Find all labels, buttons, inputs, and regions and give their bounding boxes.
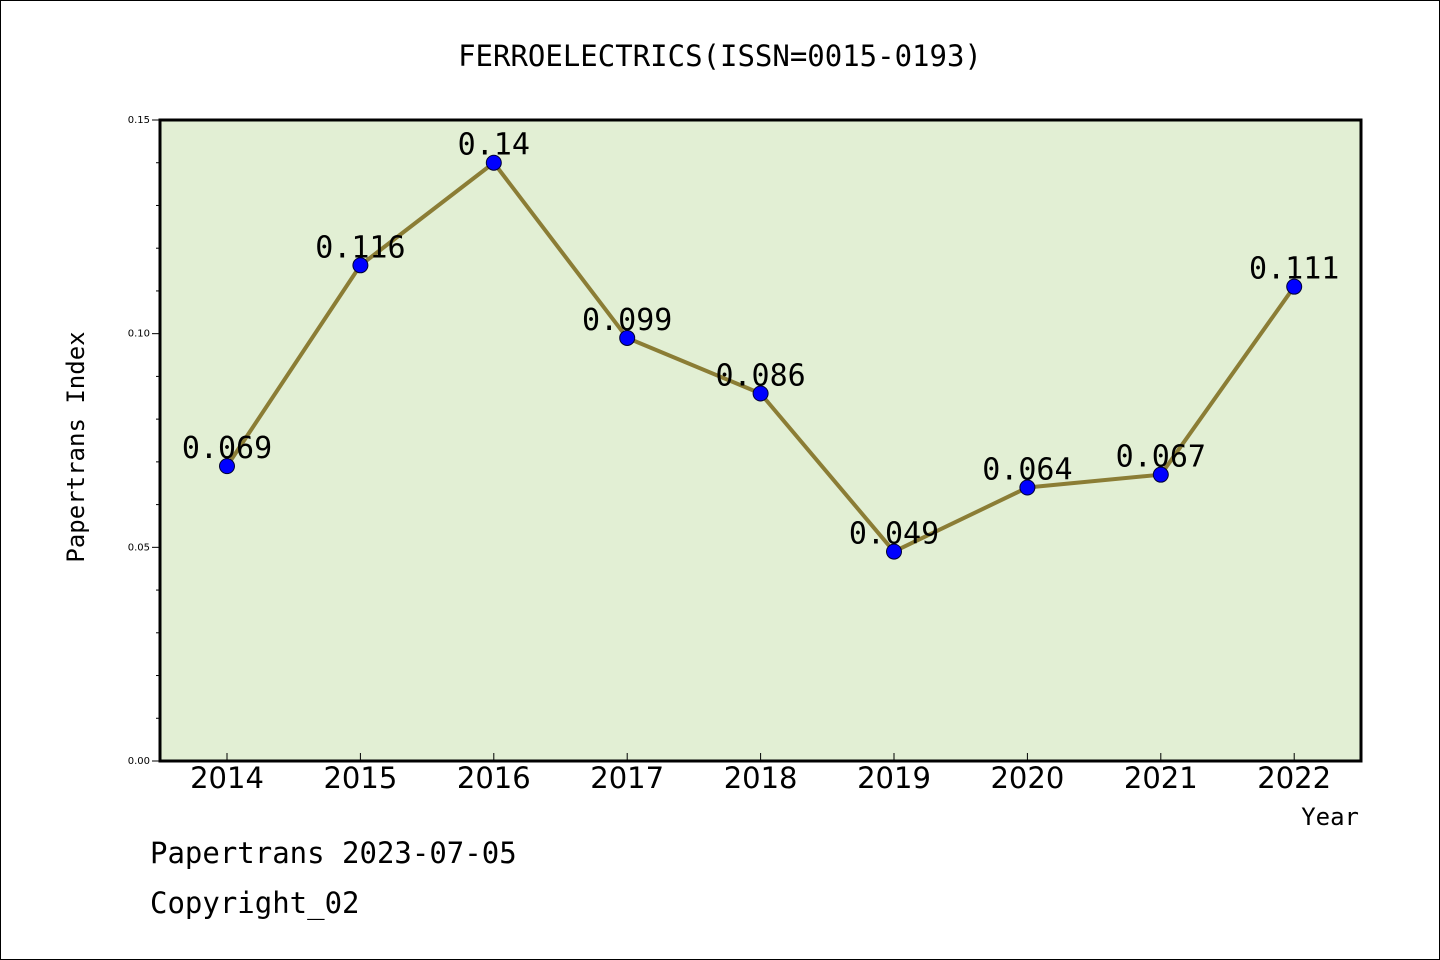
x-tick-label: 2017	[590, 761, 664, 795]
y-axis-label: Papertrans Index	[62, 331, 90, 562]
x-tick-label: 2020	[990, 761, 1064, 795]
y-tick-label: 0.15	[128, 115, 150, 126]
y-axis: 0.00 0.05 0.10 0.15	[128, 115, 160, 767]
data-point	[886, 543, 902, 560]
data-point	[219, 458, 235, 475]
data-labels: 0.069 0.116 0.14 0.099 0.086 0.049 0.064 0.067 0…	[182, 128, 1340, 552]
data-label: 0.086	[715, 358, 805, 393]
data-label: 0.116	[315, 230, 405, 265]
data-label: 0.067	[1116, 440, 1206, 475]
data-label: 0.111	[1249, 252, 1339, 287]
data-point	[352, 257, 369, 274]
x-axis-label: Year	[1301, 803, 1359, 831]
data-label: 0.069	[182, 431, 272, 466]
footer-date: Papertrans 2023-07-05	[150, 836, 517, 870]
footer-copyright: Copyright_02	[150, 886, 360, 920]
data-label: 0.14	[458, 128, 530, 163]
data-point	[619, 329, 636, 346]
x-tick-label: 2019	[857, 761, 931, 795]
data-point	[752, 385, 769, 402]
plot-area	[158, 118, 1363, 763]
data-label: 0.064	[982, 453, 1072, 488]
data-point	[485, 154, 502, 171]
x-tick-label: 2021	[1124, 761, 1198, 795]
data-label: 0.049	[849, 517, 939, 552]
x-tick-label: 2018	[724, 761, 798, 795]
data-label: 0.099	[582, 303, 672, 338]
chart-title: FERROELECTRICS(ISSN=0015-0193)	[458, 39, 982, 73]
data-point	[1019, 479, 1036, 496]
series-markers	[219, 154, 1303, 560]
y-tick-label: 0.05	[128, 542, 150, 553]
data-point	[1152, 466, 1169, 483]
x-axis: 2014 2015 2016 2017 2018 2019 2020 2021 2022	[190, 753, 1331, 795]
y-tick-label: 0.10	[128, 329, 150, 340]
x-tick-label: 2022	[1257, 761, 1331, 795]
data-point	[1286, 278, 1303, 295]
x-tick-label: 2015	[323, 761, 397, 795]
x-tick-label: 2014	[190, 761, 264, 795]
y-tick-label: 0.00	[128, 756, 150, 767]
x-tick-label: 2016	[457, 761, 531, 795]
